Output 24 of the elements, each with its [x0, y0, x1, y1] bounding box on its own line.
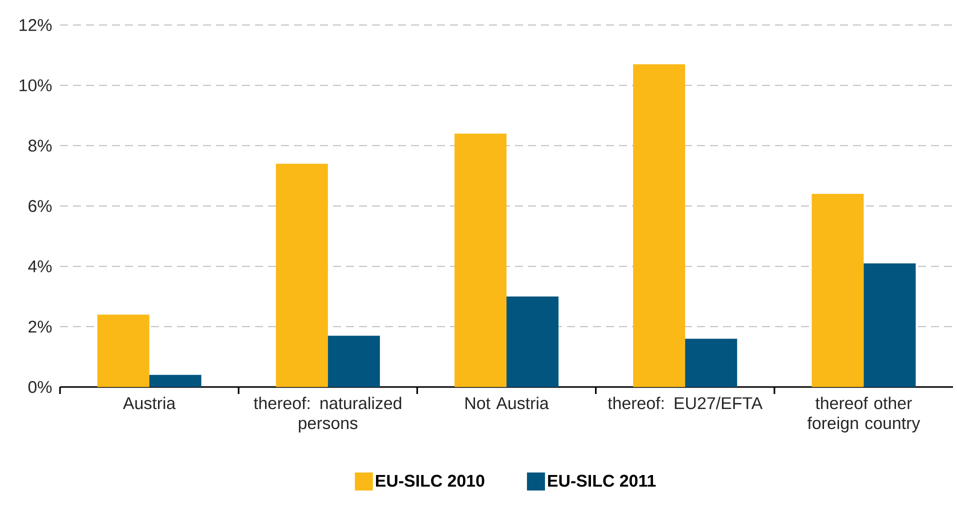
x-tick-label: thereof other foreign country — [807, 396, 920, 432]
legend-label: EU-SILC 2011 — [548, 474, 656, 487]
bar — [633, 64, 686, 387]
bar — [454, 134, 507, 387]
bar — [149, 374, 202, 387]
bar — [276, 164, 328, 387]
y-tick-label: 8% — [28, 140, 52, 152]
bar — [506, 296, 559, 387]
x-tick-label: Not Austria — [466, 396, 549, 410]
legend-label: EU-SILC 2010 — [376, 474, 484, 487]
bar — [685, 338, 738, 387]
x-tick-label: thereof: naturalized persons — [254, 396, 402, 432]
bar — [97, 314, 150, 387]
bar — [328, 336, 380, 387]
x-tick-label: thereof: EU27/EFTA — [608, 396, 763, 410]
y-tick-label: 10% — [20, 79, 52, 92]
bar — [864, 263, 916, 387]
y-tick-label: 2% — [28, 320, 52, 333]
y-tick-label: 0% — [28, 381, 52, 393]
y-tick-label: 12% — [20, 19, 52, 31]
y-tick-label: 6% — [28, 200, 52, 212]
x-tick-label: Austria — [122, 396, 176, 410]
y-tick-label: 4% — [28, 260, 52, 272]
bar — [812, 194, 864, 387]
